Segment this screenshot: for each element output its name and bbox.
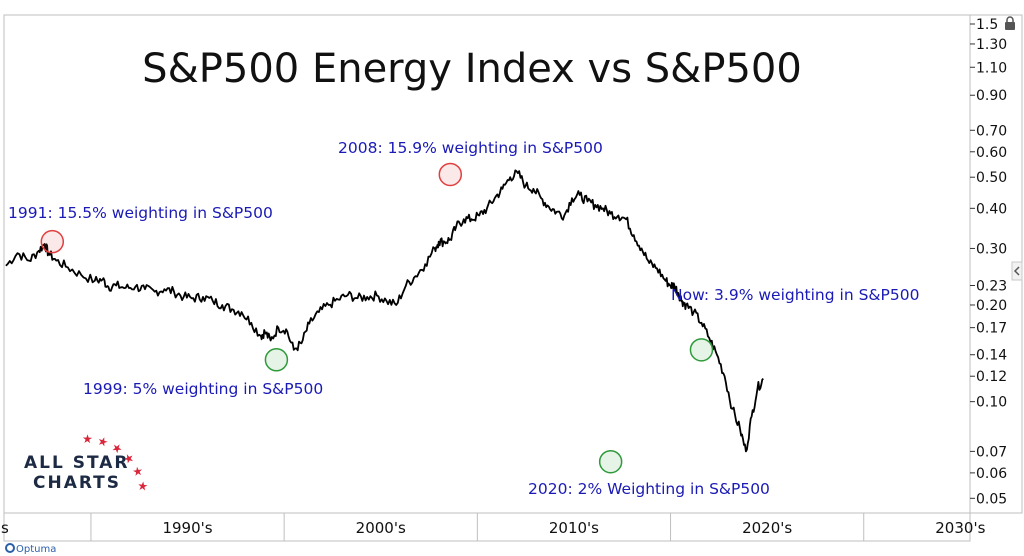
- annotation-label: Now: 3.9% weighting in S&P500: [671, 286, 919, 304]
- logo-line1: ALL STAR: [24, 453, 130, 473]
- highlight-circle: [40, 229, 65, 254]
- chart-title: S&P500 Energy Index vs S&P500: [142, 46, 802, 92]
- y-tick-label: 0.17: [976, 321, 1007, 337]
- annotation-label: 2008: 15.9% weighting in S&P500: [338, 139, 603, 157]
- annotation-label: 2020: 2% Weighting in S&P500: [528, 480, 770, 498]
- y-tick-label: 1.10: [976, 60, 1007, 76]
- optuma-icon: [5, 543, 15, 553]
- highlight-circle: [598, 449, 623, 474]
- y-tick-label: 0.20: [976, 298, 1007, 314]
- highlight-circle: [689, 338, 714, 362]
- y-tick-label: 0.50: [976, 170, 1007, 186]
- y-tick-label: 0.06: [976, 466, 1007, 482]
- y-tick-label: 0.60: [976, 145, 1007, 161]
- annotation-label: 1999: 5% weighting in S&P500: [83, 380, 323, 398]
- series-layer: [5, 169, 764, 453]
- y-tick-label: 1.30: [976, 37, 1007, 53]
- logo-line2: CHARTS: [33, 473, 121, 493]
- lock-icon[interactable]: [1005, 16, 1015, 30]
- x-tick-label: 2030's: [935, 519, 985, 537]
- annotation-layer: 1991: 15.5% weighting in S&P500 2008: 15.…: [8, 139, 919, 498]
- highlight-circle: [264, 348, 289, 372]
- y-tick-label: 0.10: [976, 395, 1007, 411]
- y-tick-label: 0.07: [976, 444, 1007, 460]
- x-axis-strip: [3, 512, 971, 542]
- y-tick-label: 0.12: [976, 369, 1007, 385]
- highlight-circle: [438, 162, 463, 187]
- chevron-left-icon[interactable]: [1011, 261, 1023, 281]
- series-line: [5, 169, 764, 453]
- y-tick-label: 0.30: [976, 241, 1007, 257]
- plot-area: [3, 14, 971, 514]
- x-tick-label: s: [1, 519, 9, 537]
- y-axis: 1.5 1.30 1.10 0.90 0.70 0.60 0.50 0.40 0.30 0.23 0…: [970, 17, 1007, 507]
- y-tick-label: 0.90: [976, 88, 1007, 104]
- y-tick-label: 0.70: [976, 123, 1007, 139]
- x-tick-label: 1990's: [162, 519, 212, 537]
- y-tick-label: 0.14: [976, 348, 1007, 364]
- y-tick-label: 0.23: [976, 278, 1007, 294]
- annotation-label: 1991: 15.5% weighting in S&P500: [8, 204, 273, 222]
- brand-name: Optuma: [16, 544, 56, 555]
- y-tick-label: 1.5: [976, 17, 998, 33]
- y-tick-label: 0.05: [976, 491, 1007, 507]
- x-tick-label: 2010's: [549, 519, 599, 537]
- x-axis: s 1990's 2000's 2010's 2020's 2030's: [1, 513, 986, 541]
- x-tick-label: 2000's: [356, 519, 406, 537]
- brand: Optuma: [5, 543, 56, 555]
- y-tick-label: 0.40: [976, 201, 1007, 217]
- x-tick-label: 2020's: [742, 519, 792, 537]
